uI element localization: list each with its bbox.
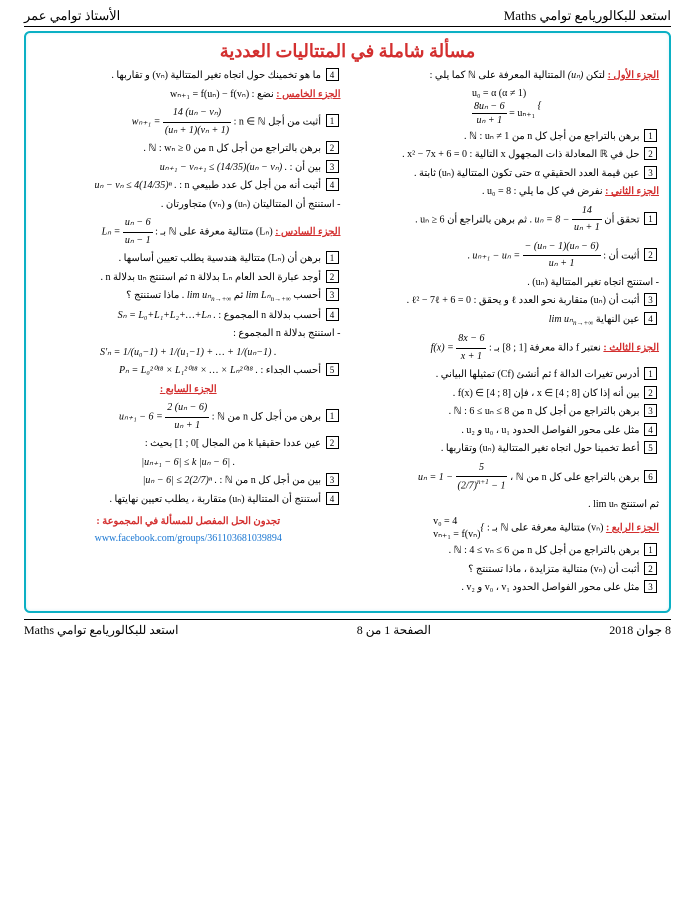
right-column: الجزء الأول : لتكن (uₙ) المتتالية المعرف… xyxy=(355,68,660,599)
part2-label: الجزء الثاني : xyxy=(605,186,659,197)
footer: 8 جوان 2018 الصفحة 1 من 8 استعد للبكالور… xyxy=(24,619,671,638)
header: استعد للبكالوريامع توامي Maths الأستاذ ت… xyxy=(24,8,671,27)
part5-label: الجزء الخامس : xyxy=(276,89,340,100)
part6-label: الجزء السادس : xyxy=(275,226,340,237)
content-box: مسألة شاملة في المتتاليات العددية الجزء … xyxy=(24,31,671,613)
part7-label: الجزء السابع : xyxy=(160,384,217,395)
main-title: مسألة شاملة في المتتاليات العددية xyxy=(36,41,659,62)
group-link: تجدون الحل المفصل للمسألة في المجموعة : … xyxy=(36,514,341,547)
footer-page: الصفحة 1 من 8 xyxy=(357,623,431,638)
footer-brand: استعد للبكالوريامع توامي Maths xyxy=(24,623,178,638)
facebook-link[interactable]: www.facebook.com/groups/361103681039894 xyxy=(36,531,341,548)
header-left: استعد للبكالوريامع توامي Maths xyxy=(504,8,671,24)
header-right: الأستاذ توامي عمر xyxy=(24,8,120,24)
part4-label: الجزء الرابع : xyxy=(606,523,659,534)
left-column: 4 ما هو تخمينك حول اتجاه تغير المتتالية … xyxy=(36,68,341,599)
part1-label: الجزء الأول : xyxy=(608,70,659,81)
footer-date: 8 جوان 2018 xyxy=(609,623,671,638)
part3-label: الجزء الثالث : xyxy=(603,342,659,353)
